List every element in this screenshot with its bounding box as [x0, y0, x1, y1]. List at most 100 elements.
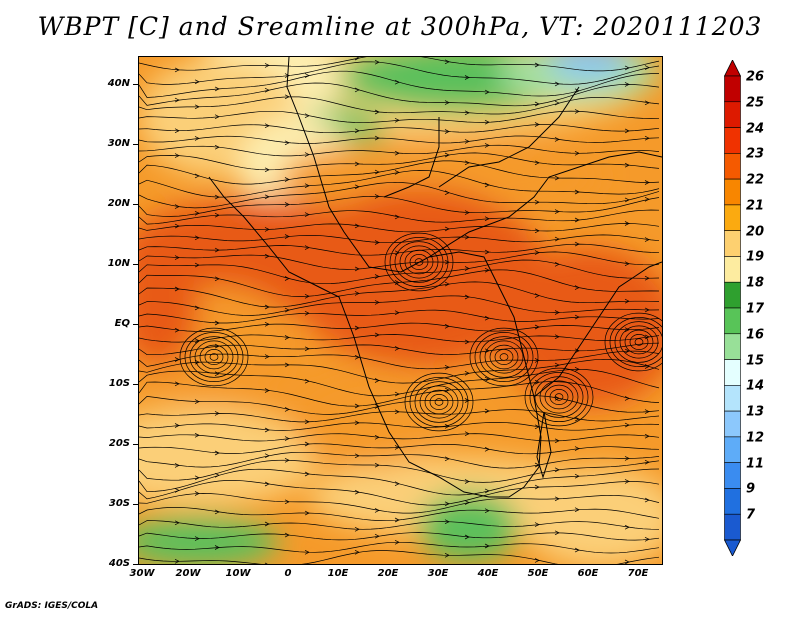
streamline: [139, 532, 660, 541]
streamline-arrow: [394, 445, 400, 450]
streamline-arrow: [174, 423, 180, 428]
streamline: [139, 480, 660, 506]
streamline: [139, 433, 660, 442]
streamline-arrow: [574, 507, 580, 513]
colorbar-label: 23: [746, 146, 765, 162]
colorbar-label: 26: [746, 69, 765, 85]
streamline-arrow: [444, 129, 450, 134]
colorbar-label: 14: [746, 378, 765, 394]
streamline-arrow: [264, 427, 270, 433]
streamline-arrow: [554, 261, 560, 267]
vortex-ring: [614, 321, 662, 363]
streamline-arrow: [284, 202, 290, 207]
streamline-arrow: [374, 300, 380, 305]
streamline: [139, 181, 660, 209]
colorbar-segment: [724, 75, 741, 103]
streamline-arrow: [304, 152, 310, 157]
lat-tick: [133, 504, 138, 505]
streamline: [139, 381, 660, 407]
streamline-arrow: [464, 534, 470, 540]
streamline-arrow: [444, 323, 450, 329]
colorbar-segment: [724, 127, 741, 154]
streamline-arrow: [464, 234, 470, 240]
streamline-arrow: [394, 250, 400, 256]
streamline-arrow: [554, 100, 560, 106]
streamline-arrow: [394, 117, 400, 123]
streamlines: [139, 57, 662, 564]
streamline-arrow: [304, 310, 310, 316]
streamline-arrow: [394, 481, 400, 487]
streamline-arrow: [304, 471, 310, 477]
colorbar-label: 12: [746, 430, 765, 446]
streamline-arrow: [374, 194, 380, 199]
streamline-arrow: [624, 197, 630, 203]
streamline-arrow: [214, 114, 220, 120]
streamline: [139, 350, 660, 370]
streamline-arrow: [464, 339, 470, 345]
streamline-arrow: [574, 241, 580, 247]
streamline: [139, 223, 660, 233]
lat-tick: [133, 324, 138, 325]
streamline-arrow: [214, 276, 220, 282]
streamline-arrow: [194, 475, 200, 481]
streamline-arrow: [304, 378, 310, 384]
streamline-arrow: [484, 508, 490, 514]
streamline-arrow: [554, 334, 560, 340]
streamline: [139, 493, 660, 514]
streamline-arrow: [444, 226, 450, 232]
colorbar-segment: [724, 436, 741, 463]
streamline-arrow: [194, 262, 200, 268]
streamline-arrow: [284, 499, 290, 505]
lat-label: 40N: [107, 78, 130, 89]
streamline-arrow: [374, 274, 380, 279]
vortex-ring: [489, 344, 519, 370]
streamline-arrow: [554, 467, 560, 473]
colorbar-segment: [724, 153, 741, 180]
vortex-ring: [404, 372, 474, 432]
streamline-arrow: [534, 522, 540, 527]
vortex-ring: [479, 336, 529, 378]
vortex-ring: [474, 332, 534, 383]
colorbar-label: 20: [746, 224, 765, 240]
streamline-arrow: [554, 236, 560, 242]
streamline-arrow: [574, 189, 580, 195]
streamline-arrow: [444, 519, 450, 525]
streamline: [139, 195, 660, 217]
streamline-arrow: [284, 73, 290, 78]
streamline-arrow: [354, 291, 360, 296]
lon-label: 60E: [577, 568, 599, 579]
lat-tick: [133, 564, 138, 565]
streamline-arrow: [574, 314, 580, 320]
streamline-arrow: [534, 122, 540, 127]
vortex-ring: [494, 349, 514, 366]
colorbar-segment: [724, 410, 741, 438]
wbpt-streamline-map: [138, 56, 663, 565]
streamline-arrow: [484, 408, 490, 414]
streamline-arrow: [264, 253, 270, 259]
streamline-arrow: [574, 88, 580, 94]
streamline-arrow: [464, 160, 470, 166]
streamline-arrow: [354, 223, 360, 229]
lat-tick: [133, 264, 138, 265]
vortex-ring: [199, 344, 229, 370]
streamline-arrow: [394, 150, 400, 156]
streamline-arrow: [574, 446, 580, 451]
streamline-arrow: [214, 247, 220, 253]
streamline: [139, 96, 660, 115]
streamline-arrow: [194, 491, 200, 496]
vortex-ring: [194, 340, 234, 374]
streamline-arrow: [304, 346, 310, 352]
streamline-arrow: [644, 364, 650, 369]
streamline-arrow: [194, 235, 200, 241]
streamline-arrow: [374, 378, 380, 383]
streamline-arrow: [554, 438, 560, 444]
streamline: [139, 459, 660, 483]
streamline-arrow: [444, 59, 450, 65]
streamline-arrow: [534, 379, 540, 385]
streamline-arrow: [174, 327, 180, 333]
streamline-arrow: [264, 321, 270, 327]
streamline-arrow: [284, 177, 290, 182]
streamline-arrow: [214, 450, 220, 456]
streamline-arrow: [374, 169, 380, 175]
streamline-arrow: [264, 304, 270, 310]
